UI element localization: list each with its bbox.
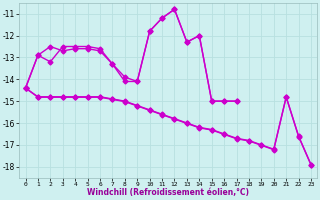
X-axis label: Windchill (Refroidissement éolien,°C): Windchill (Refroidissement éolien,°C) bbox=[87, 188, 249, 197]
